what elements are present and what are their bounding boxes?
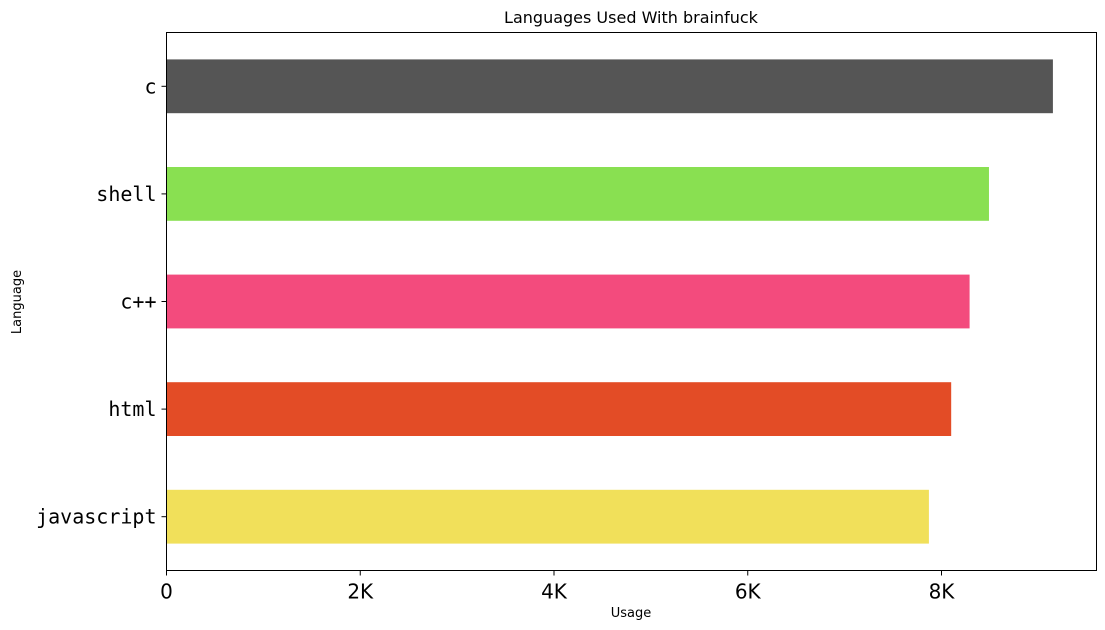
y-tick-label: c bbox=[144, 74, 156, 98]
bar-c bbox=[166, 59, 1053, 114]
y-tick-label: c++ bbox=[120, 290, 156, 314]
x-tick-label: 2K bbox=[347, 580, 374, 604]
chart-title: Languages Used With brainfuck bbox=[504, 8, 759, 27]
plot-frame bbox=[166, 32, 1097, 571]
bar-javascript bbox=[166, 489, 929, 544]
y-ticks-group: c shell c++ html javascript bbox=[36, 74, 167, 529]
x-axis-label: Usage bbox=[611, 606, 652, 621]
x-ticks-group: 0 2K 4K 6K 8K bbox=[160, 570, 956, 604]
x-tick-label: 0 bbox=[160, 580, 173, 604]
bars-group bbox=[166, 59, 1053, 544]
y-tick-label: html bbox=[108, 397, 156, 421]
x-tick-label: 8K bbox=[929, 580, 956, 604]
x-tick-label: 6K bbox=[735, 580, 762, 604]
bar-html bbox=[166, 382, 952, 436]
x-tick-label: 4K bbox=[541, 580, 568, 604]
y-tick-label: shell bbox=[96, 182, 156, 206]
bar-shell bbox=[166, 167, 989, 221]
y-axis-label: Language bbox=[10, 270, 25, 334]
bar-cpp bbox=[166, 274, 970, 329]
y-tick-label: javascript bbox=[36, 505, 156, 529]
